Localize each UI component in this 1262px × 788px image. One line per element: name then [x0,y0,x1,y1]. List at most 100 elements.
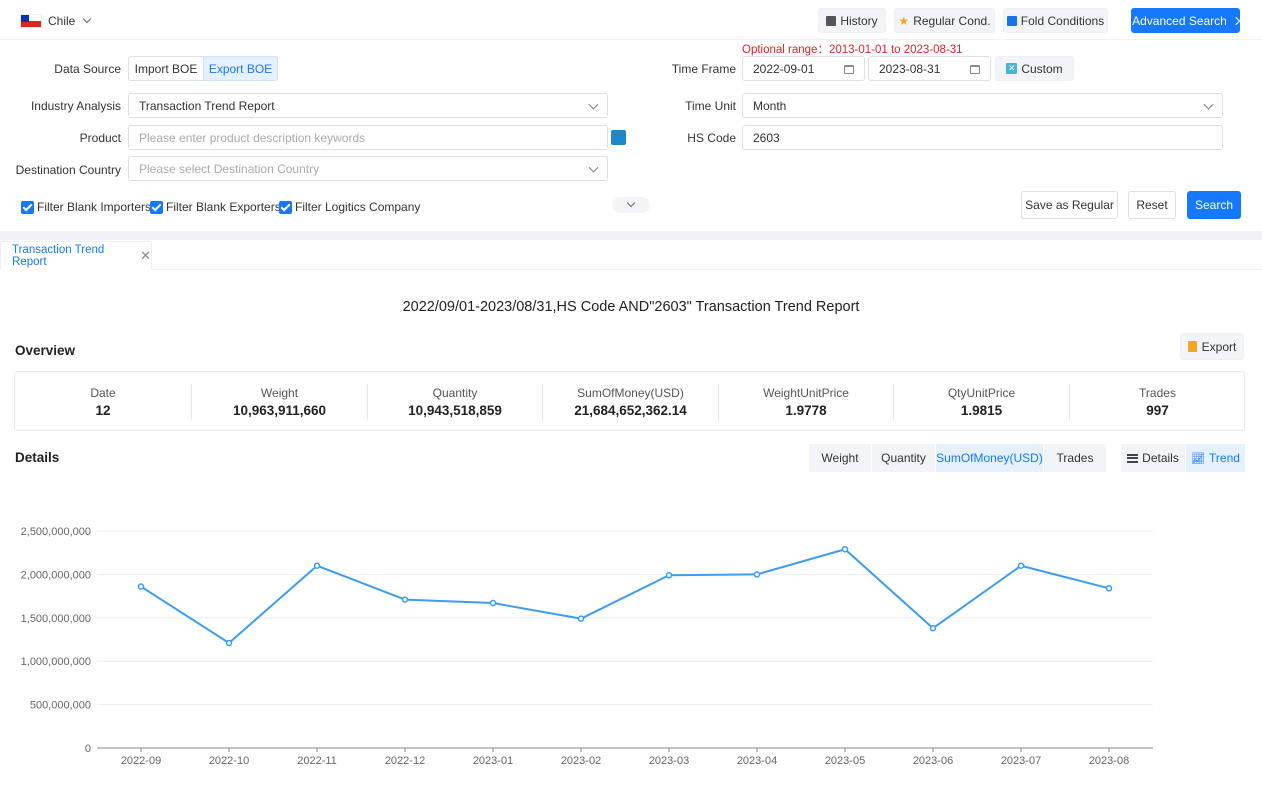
data-point [841,545,849,553]
optional-range-hint: Optional range：2013-01-01 to 2023-08-31 [742,44,963,56]
hs-code-input[interactable]: 2603 [742,125,1223,150]
stat-quantity: Quantity 10,943,518,859 [408,386,502,418]
data-point [577,615,585,622]
stat-weight-unit-price: WeightUnitPrice 1.9778 [763,386,849,418]
checkbox-checked-icon [150,200,163,214]
stat-trades: Trades 997 [1139,386,1176,418]
industry-analysis-label: Industry Analysis [30,99,121,113]
date-from-input[interactable]: 2022-09-01 [742,56,865,81]
data-point [929,624,937,632]
data-point [137,583,145,590]
x-tick-label: 2023-05 [825,755,865,767]
checkbox-checked-icon [279,200,292,214]
tab-trend-view[interactable]: 📈︎ Trend [1186,444,1245,472]
data-point [489,599,497,607]
product-label: Product [79,131,121,145]
time-frame-label: Time Frame [671,62,736,76]
country-selector[interactable]: Chile [20,12,92,30]
tab-transaction-trend-report[interactable]: Transaction Trend Report ✕ [0,241,152,270]
chevron-down-icon [83,14,92,24]
stat-weight: Weight 10,963,911,660 [232,386,327,418]
tab-details-view[interactable]: Details [1121,444,1185,472]
x-tick-label: 2023-03 [649,755,689,767]
data-source-label: Data Source [54,62,121,76]
reset-button[interactable]: Reset [1128,191,1176,219]
hs-code-label: HS Code [687,131,736,145]
fold-conditions-button[interactable]: Fold Conditions [1003,8,1108,33]
custom-button[interactable]: ✕ Custom [995,56,1074,81]
series-line [140,548,1110,644]
chile-flag-icon [20,14,42,28]
search-form: Optional range：2013-01-01 to 2023-08-31 … [0,40,1262,231]
filter-blank-exporters-checkbox[interactable]: Filter Blank Exporters [150,200,281,214]
tab-sum-of-money[interactable]: SumOfMoney(USD) [936,444,1043,472]
x-tick-label: 2022-12 [385,755,425,767]
tab-strip: Transaction Trend Report ✕ [0,240,1262,270]
chevron-right-icon [1231,16,1241,25]
filter-logistics-company-checkbox[interactable]: Filter Logitics Company [279,200,420,214]
list-icon [1127,453,1139,463]
stat-sum-of-money: SumOfMoney(USD) 21,684,652,362.14 [574,386,687,418]
filter-blank-importers-checkbox[interactable]: Filter Blank Importers [21,200,151,214]
report-title: 2022/09/01-2023/08/31,HS Code AND"2603" … [402,299,860,315]
calendar-icon [844,65,854,74]
overview-stats: Date 12 Weight 10,963,911,660 Quantity 1… [14,371,1245,431]
date-to-input[interactable]: 2023-08-31 [868,56,991,81]
y-tick-label: 500,000,000 [30,700,91,712]
regular-cond-button[interactable]: ★ Regular Cond. [894,8,995,33]
history-button[interactable]: History [818,8,886,33]
data-point [753,571,761,578]
custom-icon: ✕ [1006,63,1018,74]
stat-qty-unit-price: QtyUnitPrice 1.9815 [947,386,1016,418]
country-name: Chile [48,14,76,28]
view-tabs: Details 📈︎ Trend [1121,444,1245,472]
tab-quantity[interactable]: Quantity [872,444,935,472]
trend-chart-icon: 📈︎ [1191,452,1206,465]
x-tick-label: 2022-11 [297,755,337,767]
data-point [313,562,321,569]
y-tick-label: 1,000,000,000 [21,656,91,668]
time-unit-select[interactable]: Month [742,93,1223,118]
chevron-down-icon [588,162,599,173]
industry-analysis-select[interactable]: Transaction Trend Report [128,93,608,118]
star-icon: ★ [898,13,910,28]
x-tick-label: 2022-09 [121,755,161,767]
translate-icon[interactable] [611,130,626,145]
time-unit-label: Time Unit [685,99,736,113]
search-button[interactable]: Search [1187,191,1241,219]
top-bar: Chile History ★ Regular Cond. Fold Condi… [0,0,1262,40]
metric-tabs: Weight Quantity SumOfMoney(USD) Trades [809,444,1106,472]
x-tick-label: 2023-06 [913,755,953,767]
data-point [1017,562,1025,569]
report-panel: 2022/09/01-2023/08/31,HS Code AND"2603" … [0,270,1262,788]
stat-date: Date 12 [90,386,116,418]
x-tick-label: 2023-02 [561,755,601,767]
details-heading: Details [15,450,60,465]
tab-trades[interactable]: Trades [1044,444,1106,472]
trend-line-chart: 0 500,000,000 1,000,000,000 1,500,000,000 2,… [21,526,1153,767]
save-as-regular-button[interactable]: Save as Regular [1021,191,1118,219]
destination-country-select[interactable]: Please select Destination Country [128,156,608,181]
data-point [225,639,233,647]
x-tick-label: 2023-04 [737,755,777,767]
tab-weight[interactable]: Weight [809,444,871,472]
import-boe-option[interactable]: Import BOE [128,56,204,81]
calendar-icon [970,65,980,74]
y-tick-label: 2,500,000,000 [21,526,91,538]
close-icon[interactable]: ✕ [140,248,151,263]
product-input[interactable]: Please enter product description keyword… [128,125,608,150]
x-tick-label: 2023-08 [1089,755,1129,767]
data-point [401,596,409,603]
export-button[interactable]: Export [1180,333,1244,360]
chevron-down-icon [626,198,636,208]
x-tick-label: 2022-10 [209,755,249,767]
export-boe-option[interactable]: Export BOE [203,56,278,81]
advanced-search-button[interactable]: Advanced Search [1131,8,1241,33]
checkbox-checked-icon [21,200,34,214]
y-tick-label: 2,000,000,000 [21,569,91,581]
export-icon [1187,341,1197,352]
y-tick-label: 1,500,000,000 [21,613,91,625]
overview-heading: Overview [15,343,76,358]
expand-toggle[interactable] [612,197,650,213]
data-point [665,572,673,579]
